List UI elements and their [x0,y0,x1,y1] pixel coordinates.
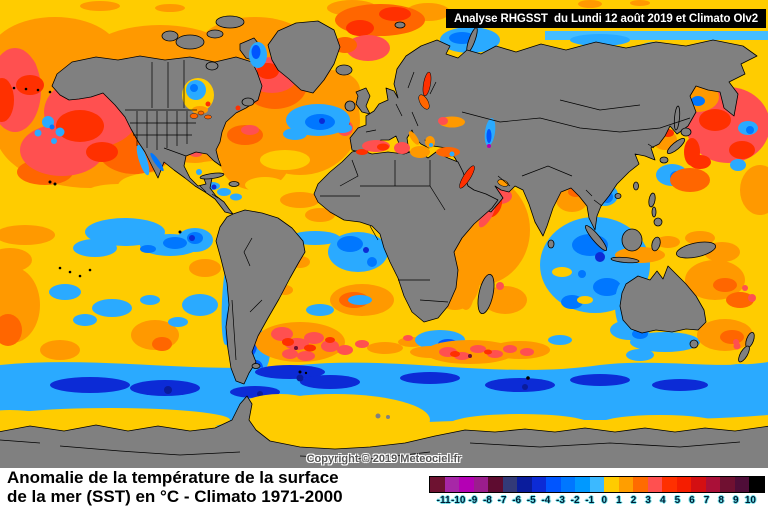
banks-island [161,30,179,42]
marginal-seas [150,42,509,189]
madagascar [477,273,495,315]
antarctic-coast-details [0,439,741,460]
legend-tick-label: 5 [674,495,681,506]
ellesmere-island [215,15,245,29]
world-map-graphic [0,0,768,468]
country-borders [125,60,691,361]
legend-tick-label: -1 [585,495,595,506]
hainan [614,193,622,199]
legend-color-segment [705,477,721,492]
legend-tick-label: -3 [556,495,565,506]
legend-tick-label: -7 [497,495,507,506]
borneo [621,228,643,252]
hispaniola [228,181,240,187]
kyushu [659,156,669,164]
ocean-island-specks [12,86,530,380]
legend-tick-label: 10 [744,495,756,506]
newfoundland [241,97,255,107]
hokkaido [680,127,692,137]
map-caption-line2: de la mer (SST) en °C - Climato 1971-200… [7,486,343,506]
victoria-island [175,34,205,50]
sri-lanka [547,239,555,249]
legend-tick-label: 3 [645,495,651,506]
legend-color-segment [488,477,503,492]
legend-tick-label: -11 [436,495,451,506]
legend-color-segment [546,477,561,492]
legend-tick-label: 4 [659,495,666,506]
continent-antarctica [0,395,768,468]
sulawesi [651,236,661,252]
honshu [666,138,686,154]
sakhalin [673,105,681,131]
visayas [651,206,657,218]
new-zealand-south [738,345,750,363]
legend-ticks: -11 -10 -9 -8 -7 -6 -5 -4 -3 -2 -1 0 1 2 3 4 5 6 7 8 9 10 [429,495,765,509]
legend-tick-label: -6 [512,495,522,506]
analysis-banner-title: Analyse RHGSST du Lundi 12 août 2019 et … [454,12,758,25]
analysis-banner: Analyse RHGSST du Lundi 12 août 2019 et … [446,9,766,28]
legend-tick-label: -9 [468,495,478,506]
svalbard [394,21,406,29]
legend-color-segment [430,477,445,492]
legend-color-segment [749,477,764,492]
cuba [199,172,225,180]
southern-ocean-band [0,362,768,446]
greenland [267,20,341,94]
continent-africa [313,149,499,323]
legend-tick-label: 6 [689,495,695,506]
legend-tick-label: -4 [541,495,551,506]
footer-bar: Anomalie de la température de la surface… [0,468,768,512]
legend-color-segment [676,477,692,492]
legend-tick-label: 9 [733,495,739,506]
legend-tick-label: -2 [570,495,580,506]
legend-color-segment [691,477,706,492]
legend-color-segment [604,477,619,492]
legend-color-segment [633,477,648,492]
legend-color-segment [531,477,547,492]
falkland-islands [251,363,261,369]
legend-color-segment [517,477,532,492]
taiwan [633,181,639,191]
legend-tick-label: 7 [703,495,710,506]
legend-tick-label: -5 [526,495,536,506]
new-guinea [675,241,717,259]
iceland [335,64,353,76]
legend-tick-label: 1 [616,495,622,506]
legend-color-segment [560,477,576,492]
legend-color-segment [502,477,518,492]
legend-tick-label: 8 [718,495,724,506]
sst-anomaly-map: Analyse RHGSST du Lundi 12 août 2019 et … [0,0,768,468]
legend-color-segment [720,477,735,492]
southampton-island [205,61,219,71]
continent-australia [619,265,707,334]
map-caption: Anomalie de la température de la surface… [7,468,343,506]
legend-color-segment [459,477,474,492]
mindanao [653,217,663,227]
legend-color-segment [647,477,663,492]
legend-tick-label: -8 [482,495,492,506]
legend-color-segment [473,477,489,492]
legend-color-segment [575,477,590,492]
sumatra [584,225,608,251]
java [610,256,640,264]
legend-color-segment [444,477,460,492]
legend-color-segment [618,477,634,492]
legend-color-segment [662,477,677,492]
legend-tick-label: -10 [450,495,466,506]
ireland [344,100,356,112]
tasmania [689,339,699,349]
temperature-scale-legend: -11 -10 -9 -8 -7 -6 -5 -4 -3 -2 -1 0 1 2 3 4 5 6 7 8 9 10 [429,476,765,509]
copyright-text: Copyright © 2019 Meteociel.fr [306,453,462,465]
legend-tick-label: 2 [630,495,637,506]
luzon [648,192,656,208]
legend-tick-label: 0 [601,495,608,506]
legend-color-segment [734,477,750,492]
continent-south-america [215,209,306,385]
legend-color-segment [589,477,605,492]
legend-colorbar [429,476,765,493]
devon-island [206,29,224,39]
map-caption-line1: Anomalie de la température de la surface [7,468,339,487]
